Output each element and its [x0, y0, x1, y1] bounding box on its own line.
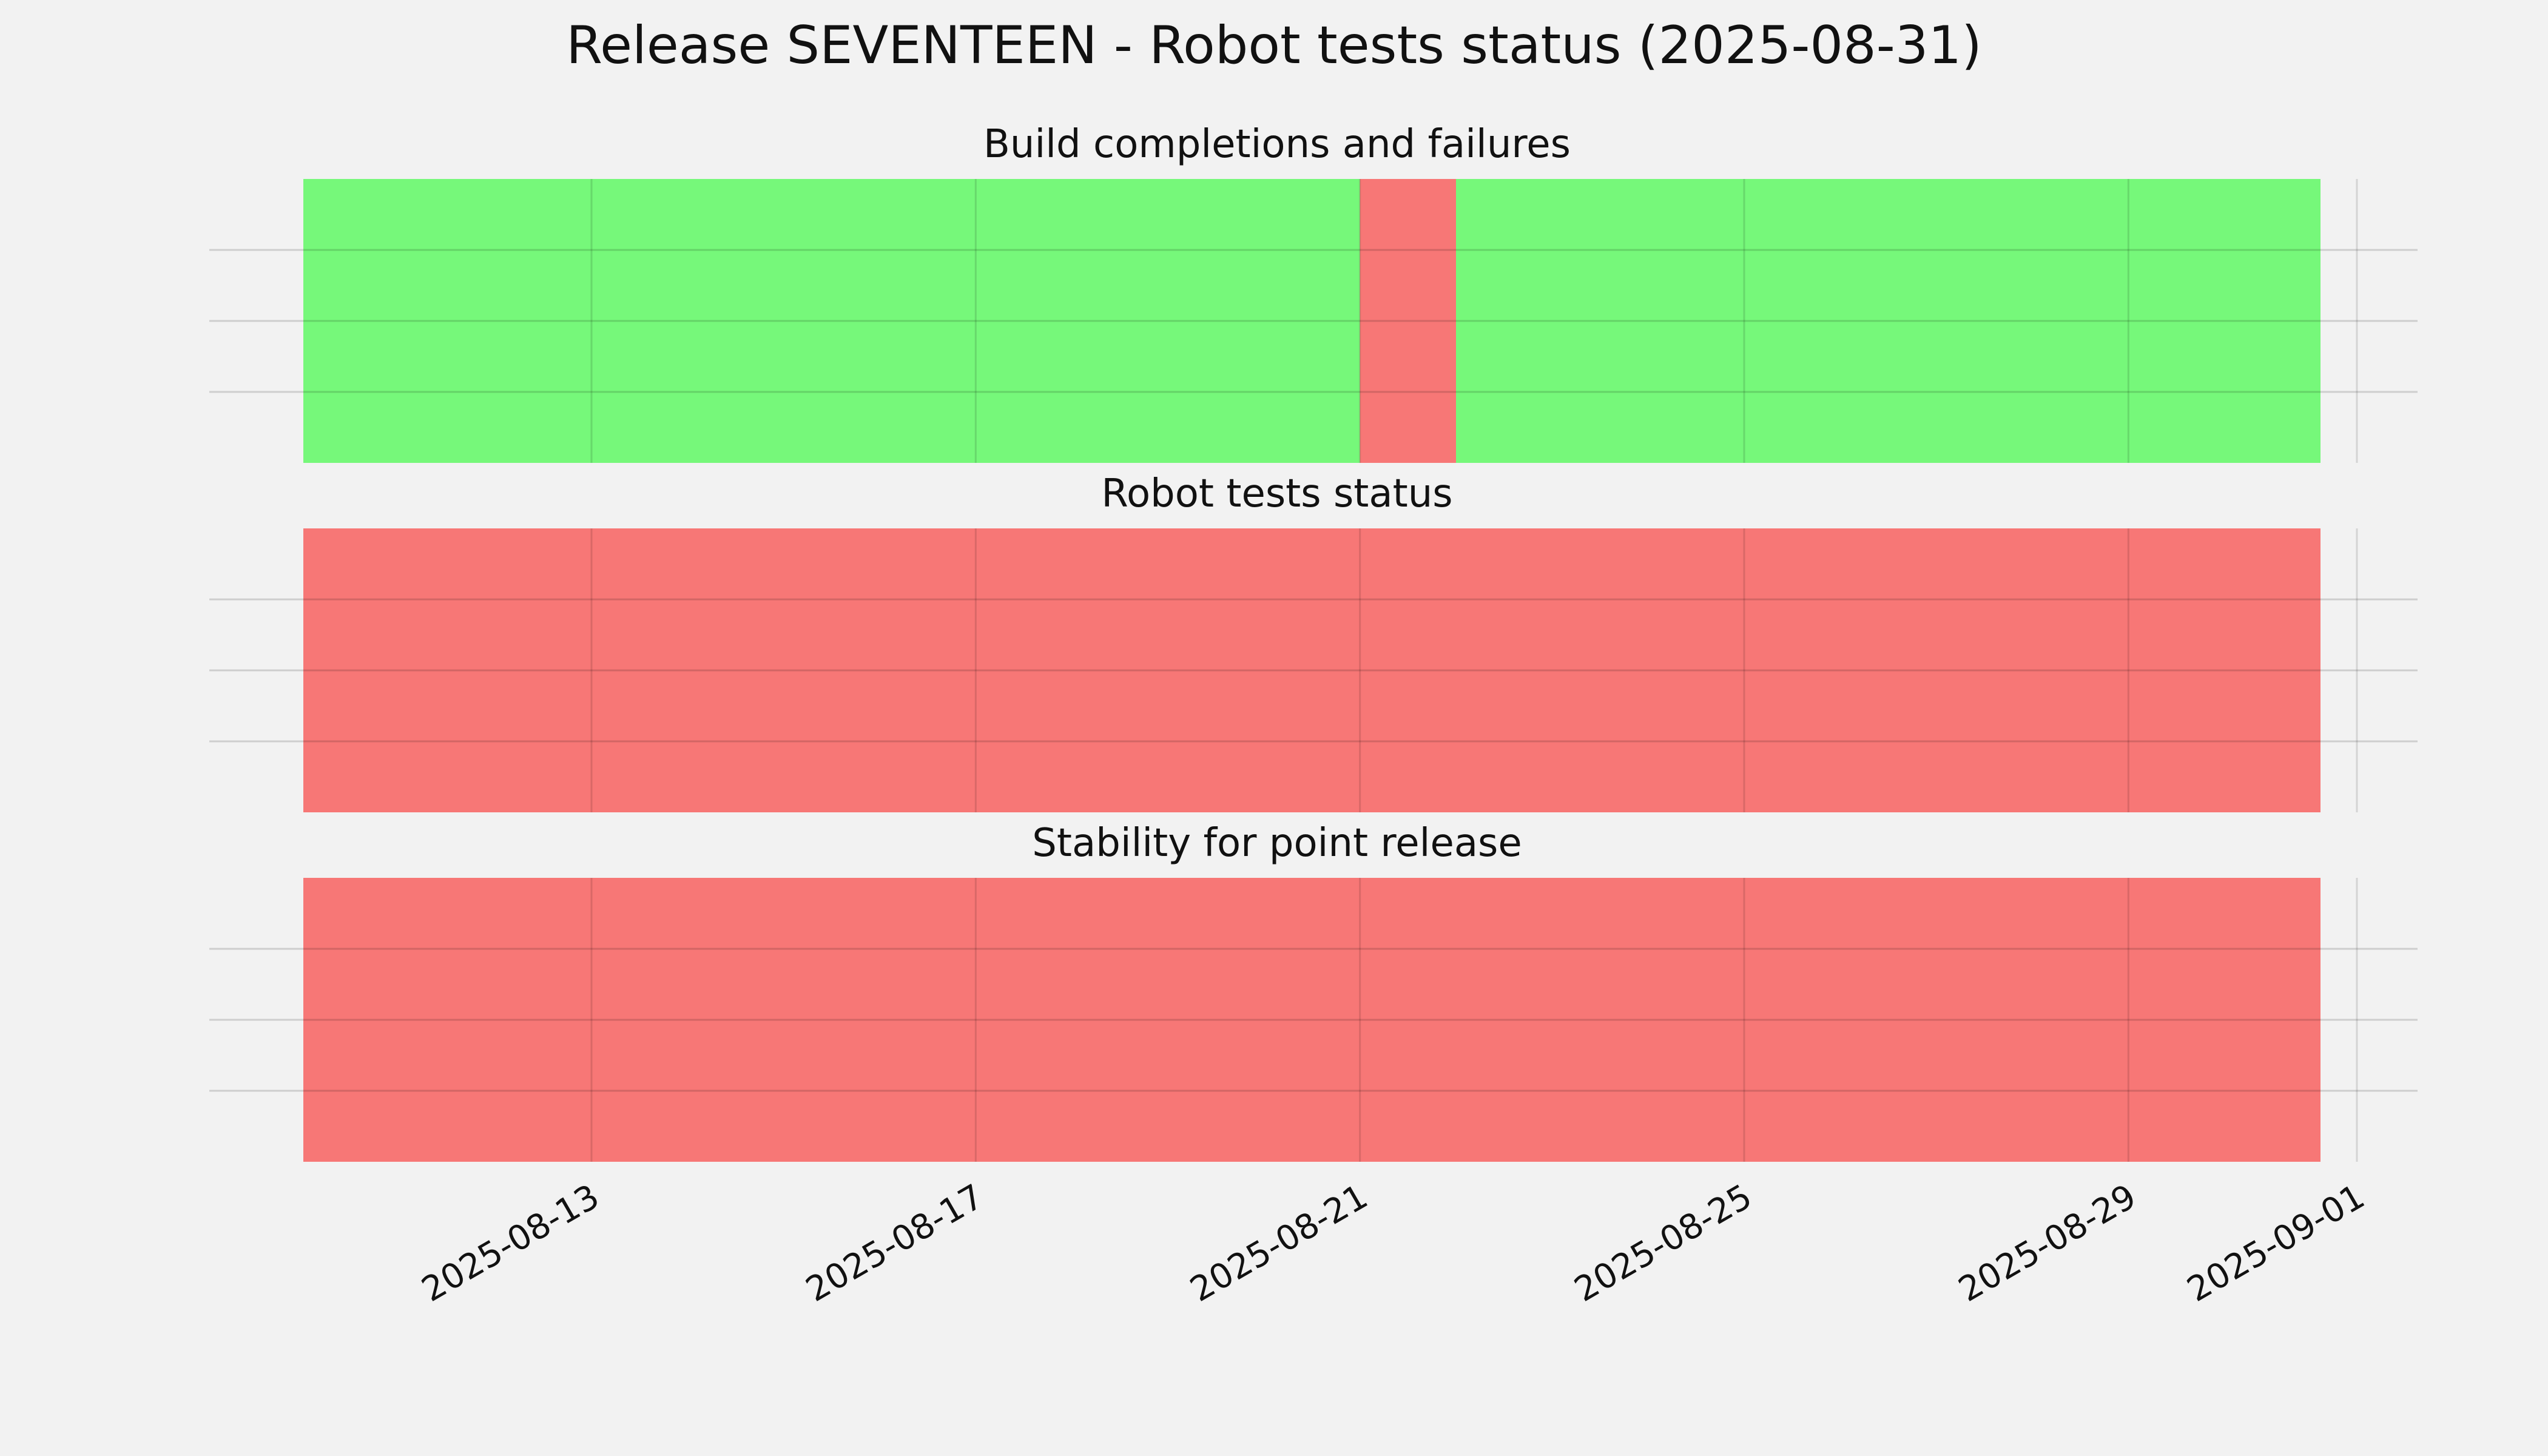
x-tick-label: 2025-09-01: [2180, 1177, 2371, 1310]
panel-2: Robot tests status: [209, 471, 2418, 812]
panel-title: Build completions and failures: [983, 122, 1571, 167]
x-tick-label: 2025-08-21: [1184, 1177, 1374, 1310]
segment-fail: [303, 528, 2320, 812]
panel-title: Stability for point release: [1032, 821, 1522, 866]
x-axis: 2025-08-13 2025-08-17 2025-08-21 2025-08-25…: [415, 1177, 2371, 1310]
segment-pass: [1456, 179, 2320, 463]
segment-fail: [1360, 179, 1456, 463]
segment-fail: [303, 878, 2320, 1162]
panel-1: Build completions and failures: [209, 122, 2418, 463]
x-tick-label: 2025-08-29: [1952, 1177, 2143, 1310]
segment-pass: [303, 179, 1360, 463]
x-tick-label: 2025-08-25: [1568, 1177, 1758, 1310]
chart-panels: Build completions and failures Robot test…: [209, 122, 2418, 1162]
panel-3: Stability for point release: [209, 821, 2418, 1162]
x-tick-label: 2025-08-17: [800, 1177, 990, 1310]
chart-title: Release SEVENTEEN - Robot tests status (…: [566, 15, 1982, 76]
x-tick-label: 2025-08-13: [415, 1177, 605, 1310]
panel-title: Robot tests status: [1101, 471, 1452, 516]
